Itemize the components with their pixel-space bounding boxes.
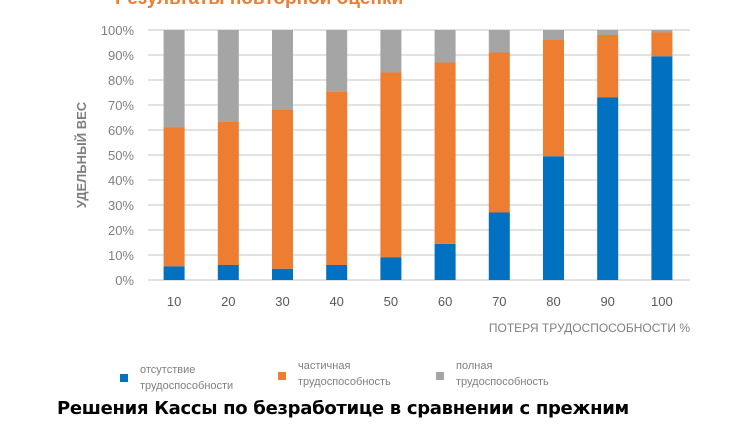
x-tick-label: 20 — [221, 294, 235, 309]
y-tick-label: 90% — [108, 48, 134, 63]
bar-segment — [651, 30, 673, 33]
bar-segment — [163, 30, 185, 128]
y-tick-label: 30% — [108, 198, 134, 213]
legend-swatch — [436, 372, 444, 380]
bar-segment — [488, 52, 510, 213]
bar-segment — [163, 266, 185, 280]
y-tick-label: 0% — [115, 273, 134, 288]
legend-swatch — [120, 374, 128, 382]
y-axis-title: УДЕЛЬНЫЙ ВЕС — [74, 101, 89, 208]
y-tick-label: 100% — [101, 23, 135, 38]
bar-segment — [163, 127, 185, 267]
legend-label-line: трудоспособность — [456, 376, 549, 388]
x-tick-label: 30 — [275, 294, 289, 309]
x-axis-title: ПОТЕРЯ ТРУДОСПОСОБНОСТИ % — [489, 321, 690, 335]
bar-segment — [434, 30, 456, 63]
y-tick-label: 70% — [108, 98, 134, 113]
bar-segment — [326, 265, 348, 280]
bar-segment — [597, 30, 619, 35]
y-tick-label: 40% — [108, 173, 134, 188]
y-tick-label: 60% — [108, 123, 134, 138]
bar-segment — [543, 30, 564, 40]
bar-segment — [272, 110, 293, 269]
x-tick-label: 100 — [651, 294, 673, 309]
bar-segment — [272, 268, 293, 280]
legend-label-line: трудоспособности — [140, 380, 234, 392]
bar-segment — [217, 121, 239, 265]
bar-segment — [543, 40, 564, 157]
y-tick-label: 10% — [108, 248, 134, 263]
bar-segment — [543, 156, 564, 280]
bar-segment — [597, 35, 619, 98]
bar-segment — [597, 97, 619, 280]
y-tick-label: 50% — [108, 148, 134, 163]
bar-segment — [651, 32, 673, 57]
x-tick-label: 80 — [546, 294, 560, 309]
bar-segment — [488, 212, 510, 280]
legend-label-line: трудоспособность — [298, 376, 391, 388]
bar-segment — [651, 56, 673, 280]
bar-segment — [272, 30, 293, 110]
y-tick-label: 20% — [108, 223, 134, 238]
bar-segment — [434, 243, 456, 280]
bar-segment — [488, 30, 510, 53]
legend-item-absent: отсутствие трудоспособности — [120, 362, 280, 394]
bar-segment — [217, 265, 239, 280]
legend-label-line: частичная — [298, 360, 351, 372]
x-tick-label: 60 — [438, 294, 452, 309]
x-tick-label: 40 — [329, 294, 343, 309]
legend-item-partial: частичная трудоспособность — [278, 360, 438, 390]
bar-segment — [434, 62, 456, 244]
legend-swatch — [278, 372, 286, 380]
bar-segment — [380, 257, 402, 280]
bar-segment — [380, 30, 402, 73]
legend-label-line: отсутствие — [140, 364, 196, 376]
chart-title: Результаты повторной оценки — [115, 0, 403, 10]
legend-label-line: полная — [456, 360, 493, 372]
x-tick-label: 10 — [167, 294, 181, 309]
bar-segment — [380, 72, 402, 258]
legend-item-full: полная трудоспособность — [436, 360, 596, 390]
x-tick-label: 50 — [384, 294, 398, 309]
bar-segment — [217, 30, 239, 122]
x-tick-label: 90 — [600, 294, 614, 309]
x-tick-label: 70 — [492, 294, 506, 309]
bar-segment — [326, 30, 348, 92]
caption: Решения Кассы по безработице в сравнении… — [57, 398, 629, 419]
bar-segment — [326, 91, 348, 265]
y-tick-label: 80% — [108, 73, 134, 88]
